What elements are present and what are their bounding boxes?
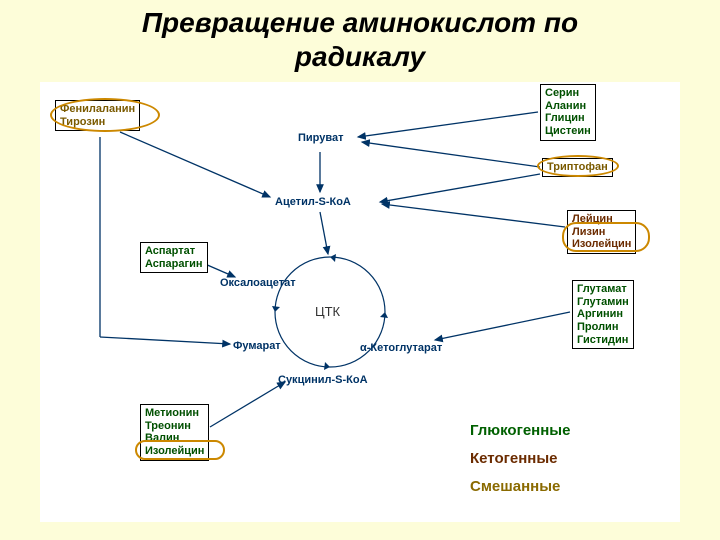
label-pyruvate: Пируват <box>298 132 343 144</box>
title-line1: Превращение аминокислот по <box>142 7 578 38</box>
label-succinyl: Сукцинил-S-КоА <box>278 374 368 386</box>
box-leu-lys: Лейцин Лизин Изолейцин <box>567 210 636 254</box>
box-ser-ala: Серин Аланин Глицин Цистеин <box>540 84 596 141</box>
box-phe-tyr: Фенилаланин Тирозин <box>55 100 140 131</box>
label-ctk: ЦТК <box>315 304 340 319</box>
label-aketo: α-Кетоглутарат <box>360 342 442 354</box>
label-oxalo: Оксалоацетат <box>220 277 296 289</box>
legend-ketogenic: Кетогенные <box>470 450 557 467</box>
box-met-grp: Метионин Треонин Валин Изолейцин <box>140 404 209 461</box>
label-acetyl: Ацетил-S-КоА <box>275 196 351 208</box>
box-trp: Триптофан <box>542 158 613 177</box>
box-glu-grp: Глутамат Глутамин Аргинин Пролин Гистиди… <box>572 280 634 349</box>
legend-glucogenic: Глюкогенные <box>470 422 570 439</box>
legend-mixed: Смешанные <box>470 478 560 495</box>
title-line2: радикалу <box>295 41 425 72</box>
label-fumarate: Фумарат <box>233 340 281 352</box>
diagram-area: Фенилаланин Тирозин Серин Аланин Глицин … <box>40 82 680 522</box>
box-asp: Аспартат Аспарагин <box>140 242 208 273</box>
